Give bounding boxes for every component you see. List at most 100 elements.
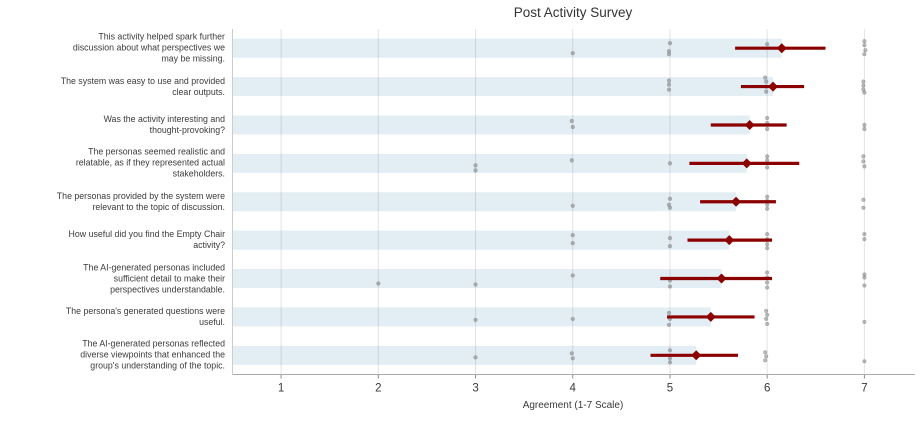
response-point: [666, 310, 672, 316]
mean-marker: [768, 81, 779, 92]
response-point: [861, 79, 866, 84]
response-point: [765, 232, 770, 237]
response-point: [765, 115, 770, 121]
response-point: [764, 308, 769, 314]
response-point: [763, 75, 768, 80]
response-point: [765, 165, 770, 170]
response-point: [862, 122, 867, 128]
response-point: [473, 168, 478, 173]
response-point: [667, 356, 673, 361]
mean-bar: [233, 307, 711, 327]
x-tick-label: 7: [861, 383, 867, 395]
response-point: [570, 203, 575, 208]
y-axis-labels: This activity helped spark further discu…: [0, 0, 225, 429]
response-point: [569, 158, 574, 163]
response-point: [666, 87, 672, 92]
response-point: [666, 52, 672, 57]
response-point: [570, 241, 575, 246]
y-axis-label: The AI-generated personas reflected dive…: [80, 338, 225, 371]
response-point: [473, 317, 478, 323]
response-point: [569, 118, 574, 124]
response-point: [862, 275, 867, 280]
x-tick-label: 1: [278, 383, 284, 395]
response-point: [862, 90, 867, 95]
response-point: [861, 154, 866, 159]
response-point: [376, 281, 381, 286]
mean-bar: [233, 38, 782, 58]
response-point: [765, 321, 770, 327]
response-point: [861, 159, 866, 164]
response-point: [667, 284, 673, 289]
response-point: [862, 43, 867, 48]
y-axis-label: Was the activity interesting and thought…: [103, 113, 225, 135]
mean-bar: [233, 269, 722, 289]
response-point: [667, 205, 673, 210]
response-point: [765, 312, 770, 318]
x-axis-label: Agreement (1-7 Scale): [522, 400, 624, 411]
response-point: [862, 52, 867, 57]
response-point: [570, 356, 575, 361]
response-point: [861, 205, 866, 210]
response-point: [862, 237, 867, 242]
response-point: [473, 355, 478, 360]
response-point: [763, 358, 768, 363]
response-point: [765, 202, 770, 207]
response-point: [570, 316, 575, 322]
y-axis-label: The AI-generated personas included suffi…: [83, 262, 225, 295]
y-axis-label: The personas provided by the system were…: [56, 190, 225, 212]
mean-bar: [233, 153, 747, 173]
response-point: [861, 197, 866, 202]
mean-bar: [233, 115, 750, 135]
response-point: [765, 206, 770, 211]
response-point: [667, 236, 673, 241]
x-tick-label: 3: [472, 383, 478, 395]
mean-marker: [724, 235, 735, 246]
chart-title: Post Activity Survey: [513, 5, 633, 20]
x-tick-label: 5: [667, 383, 673, 395]
response-point: [764, 89, 769, 94]
response-point: [765, 242, 770, 247]
x-tick-label: 6: [764, 383, 770, 395]
response-point: [570, 273, 575, 278]
mean-bar: [233, 77, 774, 97]
y-axis-label: This activity helped spark further discu…: [72, 31, 225, 64]
y-axis-label: The persona's generated questions were u…: [65, 305, 225, 327]
y-axis-label: The personas seemed realistic and relata…: [75, 146, 225, 179]
response-point: [666, 322, 672, 328]
response-point: [570, 124, 575, 130]
x-tick-label: 4: [570, 383, 577, 395]
response-point: [667, 196, 673, 201]
mean-bar: [233, 192, 737, 212]
response-point: [765, 194, 770, 199]
response-point: [473, 282, 478, 287]
response-point: [764, 354, 769, 359]
response-point: [862, 319, 867, 325]
response-point: [570, 233, 575, 238]
y-axis-label: How useful did you find the Empty Chair …: [68, 229, 225, 251]
response-point: [862, 283, 867, 288]
response-point: [863, 48, 868, 53]
response-point: [862, 164, 867, 169]
mean-marker: [744, 119, 755, 130]
mean-bar: [233, 230, 730, 250]
response-point: [765, 246, 770, 251]
response-point: [666, 82, 672, 87]
response-point: [862, 126, 867, 132]
response-point: [765, 285, 770, 290]
response-point: [862, 39, 867, 44]
response-point: [667, 348, 673, 353]
mean-marker: [731, 196, 742, 207]
response-point: [764, 79, 769, 84]
response-point: [765, 126, 770, 132]
mean-marker: [705, 311, 716, 322]
response-point: [473, 163, 478, 168]
response-point: [765, 154, 770, 159]
response-point: [765, 158, 770, 163]
response-point: [862, 232, 867, 237]
mean-bar: [233, 345, 697, 365]
response-point: [763, 350, 768, 355]
response-point: [764, 316, 769, 322]
mean-marker: [741, 158, 752, 169]
